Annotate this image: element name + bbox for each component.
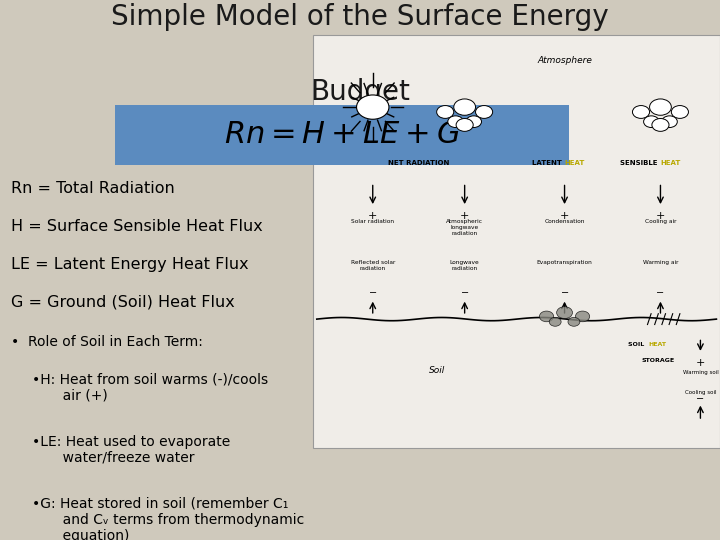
Text: Cooling air: Cooling air [644,219,676,224]
Text: −: − [461,288,469,298]
Text: $\mathit{Rn} = \mathit{H} + \mathit{LE} + \mathit{G}$: $\mathit{Rn} = \mathit{H} + \mathit{LE} … [224,120,460,149]
Circle shape [549,318,561,326]
Circle shape [475,105,492,118]
Text: NET RADIATION: NET RADIATION [388,160,449,166]
Circle shape [575,311,590,322]
Text: HEAT: HEAT [660,160,681,166]
Text: HEAT: HEAT [649,341,667,347]
Text: H = Surface Sensible Heat Flux: H = Surface Sensible Heat Flux [11,219,263,234]
Text: Soil: Soil [428,366,445,375]
Text: SOIL: SOIL [629,341,647,347]
FancyBboxPatch shape [313,35,720,448]
Text: +: + [696,358,705,368]
Text: Warming soil: Warming soil [683,370,719,375]
Text: Atmospheric
longwave
radiation: Atmospheric longwave radiation [446,219,483,236]
Text: •G: Heat stored in soil (remember C₁
       and Cᵥ terms from thermodynamic
    : •G: Heat stored in soil (remember C₁ and… [32,497,305,540]
Circle shape [456,118,473,131]
Circle shape [649,99,671,115]
Text: G = Ground (Soil) Heat Flux: G = Ground (Soil) Heat Flux [11,294,235,309]
Circle shape [671,105,688,118]
Text: Rn = Total Radiation: Rn = Total Radiation [11,181,174,196]
Text: −: − [657,288,665,298]
Text: Condensation: Condensation [544,219,585,224]
Text: Atmosphere: Atmosphere [537,56,592,65]
Text: −: − [696,394,704,403]
Circle shape [356,95,389,119]
Text: SENSIBLE: SENSIBLE [621,160,660,166]
Text: Budget: Budget [310,78,410,106]
Circle shape [557,307,572,319]
Circle shape [652,118,669,131]
Text: Evapotranspiration: Evapotranspiration [536,260,593,265]
Circle shape [454,99,475,115]
Circle shape [644,116,660,127]
Text: Solar radiation: Solar radiation [351,219,395,224]
Text: Reflected solar
radiation: Reflected solar radiation [351,260,395,271]
Text: −: − [560,288,569,298]
Circle shape [466,116,482,127]
Circle shape [662,116,678,127]
Text: •  Role of Soil in Each Term:: • Role of Soil in Each Term: [11,335,202,349]
Text: −: − [369,288,377,298]
Circle shape [568,318,580,326]
Text: Longwave
radiation: Longwave radiation [450,260,480,271]
Text: +: + [368,211,377,221]
Text: HEAT: HEAT [564,160,585,166]
Text: Warming air: Warming air [643,260,678,265]
Text: LE = Latent Energy Heat Flux: LE = Latent Energy Heat Flux [11,256,248,272]
Text: LATENT: LATENT [532,160,564,166]
Text: Cooling soil: Cooling soil [685,390,716,395]
Circle shape [539,311,554,322]
Text: +: + [460,211,469,221]
Text: STORAGE: STORAGE [642,358,675,363]
FancyBboxPatch shape [115,105,569,165]
Text: +: + [656,211,665,221]
Circle shape [632,105,649,118]
Text: +: + [560,211,570,221]
Circle shape [448,116,464,127]
Text: •LE: Heat used to evaporate
       water/freeze water: •LE: Heat used to evaporate water/freeze… [32,435,230,465]
Circle shape [436,105,454,118]
Text: Simple Model of the Surface Energy: Simple Model of the Surface Energy [111,3,609,31]
Text: •H: Heat from soil warms (-)/cools
       air (+): •H: Heat from soil warms (-)/cools air (… [32,373,269,403]
